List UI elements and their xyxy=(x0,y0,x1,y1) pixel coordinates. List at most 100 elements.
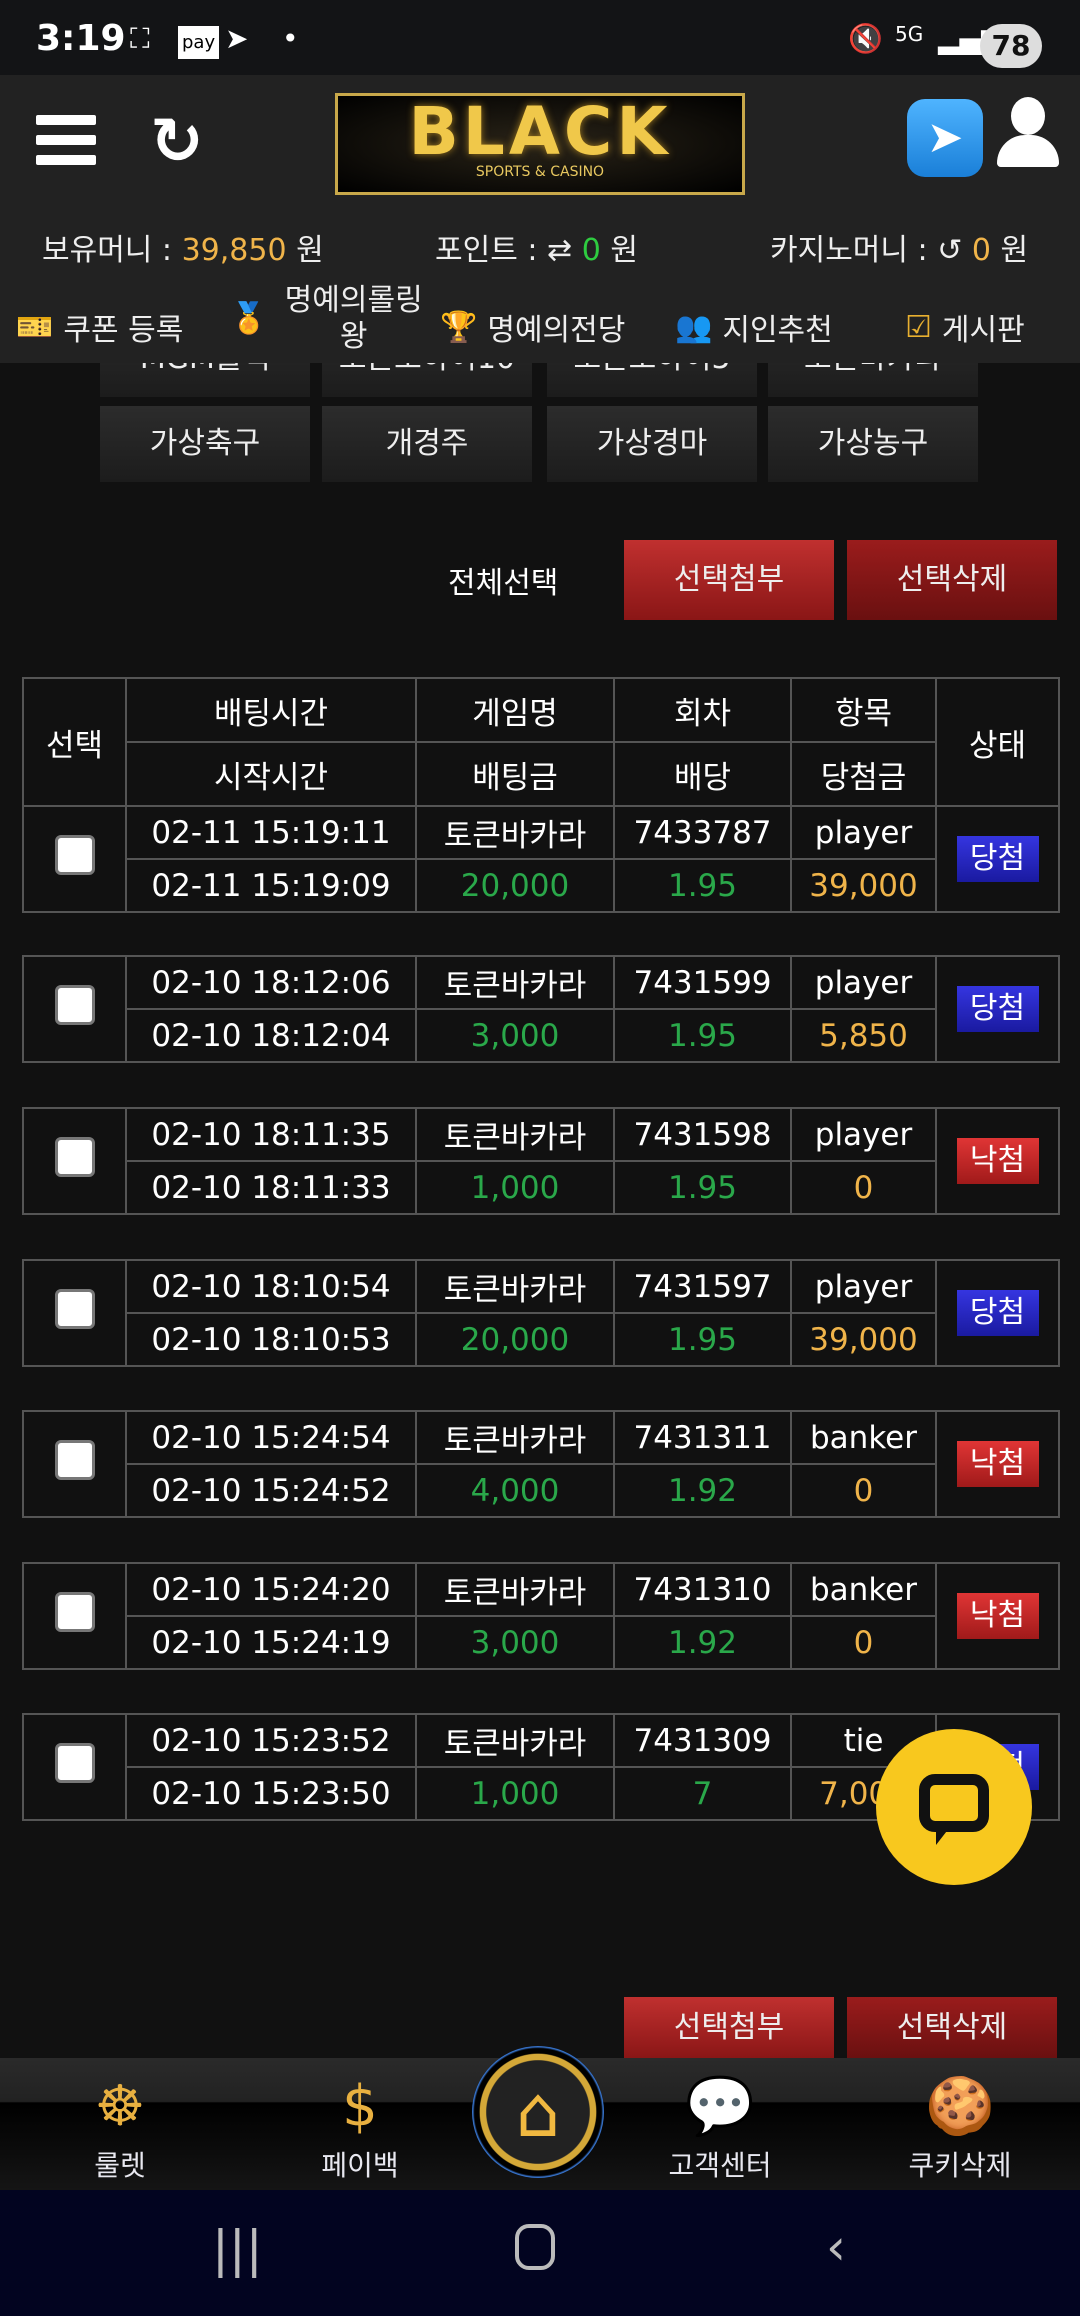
header-bet-time: 배팅시간 xyxy=(125,677,417,743)
menu-board[interactable]: ☑ 게시판 xyxy=(905,309,1025,349)
bet-item: player xyxy=(790,955,937,1010)
game-name: 토큰바카라 xyxy=(415,1713,615,1768)
game-button[interactable]: 토큰로하이5 xyxy=(547,363,757,397)
win-amount: 5,850 xyxy=(790,1008,937,1063)
odds: 7 xyxy=(613,1766,792,1821)
attach-selected-button[interactable]: 선택첨부 xyxy=(624,540,834,620)
bet-amount: 3,000 xyxy=(415,1008,615,1063)
status-cell: 낙첨 xyxy=(935,1562,1060,1670)
win-amount: 39,000 xyxy=(790,1312,937,1367)
telegram-button[interactable]: ➤ xyxy=(907,99,983,177)
nav-cookie-delete[interactable]: 🍪 쿠키삭제 xyxy=(880,2070,1040,2184)
row-checkbox[interactable] xyxy=(54,1743,95,1783)
bet-item: player xyxy=(790,1259,937,1314)
row-checkbox[interactable] xyxy=(54,985,95,1025)
round: 7431598 xyxy=(613,1107,792,1162)
bet-amount: 20,000 xyxy=(415,1312,615,1367)
bet-item: player xyxy=(790,1107,937,1162)
game-button-virtual-soccer[interactable]: 가상축구 xyxy=(100,406,310,482)
menu-referral[interactable]: 👥 지인추천 xyxy=(675,309,833,349)
bet-time: 02-10 15:24:20 xyxy=(125,1562,417,1617)
exchange-icon[interactable]: ⇄ xyxy=(547,233,573,268)
home-system-icon[interactable] xyxy=(515,2224,555,2270)
bet-row: 02-10 18:11:35 토큰바카라 7431598 player 낙첨 02-10 … xyxy=(22,1107,1060,1215)
5g-icon: 5G xyxy=(895,22,924,46)
bet-item: banker xyxy=(790,1410,937,1465)
table-header: 선택 배팅시간 게임명 회차 항목 상태 시작시간 배팅금 배당 당첨금 xyxy=(22,677,1060,807)
chat-button[interactable] xyxy=(876,1729,1032,1885)
round: 7433787 xyxy=(613,805,792,860)
bet-amount: 3,000 xyxy=(415,1615,615,1670)
menu-hall-of-fame[interactable]: 🏆 명예의전당 xyxy=(440,309,626,349)
row-select-cell xyxy=(22,955,127,1063)
header-item: 항목 xyxy=(790,677,937,743)
game-button[interactable]: 토큰바카라 xyxy=(768,363,978,397)
status-cell: 당첨 xyxy=(935,805,1060,913)
select-all-button[interactable]: 전체선택 xyxy=(448,566,559,601)
bet-row: 02-10 15:24:54 토큰바카라 7431311 banker 낙첨 02-10 … xyxy=(22,1410,1060,1518)
start-time: 02-11 15:19:09 xyxy=(125,858,417,913)
bet-time: 02-10 18:11:35 xyxy=(125,1107,417,1162)
game-button[interactable]: MGM블랙 xyxy=(100,363,310,397)
logo[interactable]: BLACK SPORTS & CASINO xyxy=(335,93,745,195)
telegram-icon: ➤ xyxy=(225,22,249,55)
bet-item: player xyxy=(790,805,937,860)
menu-coupon[interactable]: 🎫 쿠폰 등록 xyxy=(16,309,184,349)
game-button-virtual-basketball[interactable]: 가상농구 xyxy=(768,406,978,482)
nav-payback[interactable]: $ 페이백 xyxy=(280,2070,440,2184)
game-name: 토큰바카라 xyxy=(415,1259,615,1314)
menu-rolling-king[interactable]: 🏅 명예의롤링왕 xyxy=(230,283,423,354)
status-badge: 당첨 xyxy=(956,836,1039,882)
odds: 1.92 xyxy=(613,1463,792,1518)
reload-icon[interactable]: ↺ xyxy=(937,233,963,268)
refresh-icon[interactable]: ↻ xyxy=(150,105,204,179)
row-select-cell xyxy=(22,1107,127,1215)
back-icon[interactable]: ‹ xyxy=(826,2218,846,2276)
attach-selected-button-bottom[interactable]: 선택첨부 xyxy=(624,1997,834,2058)
status-badge: 당첨 xyxy=(956,1290,1039,1336)
nav-support[interactable]: 💬 고객센터 xyxy=(640,2070,800,2184)
odds: 1.95 xyxy=(613,858,792,913)
row-checkbox[interactable] xyxy=(54,835,95,875)
header-status: 상태 xyxy=(935,677,1060,807)
bet-row: 02-11 15:19:11 토큰바카라 7433787 player 당첨 02-11 … xyxy=(22,805,1060,913)
game-button[interactable]: 토큰로하이10 xyxy=(322,363,532,397)
status-badge: 낙첨 xyxy=(956,1138,1039,1184)
header-game: 게임명 xyxy=(415,677,615,743)
row-checkbox[interactable] xyxy=(54,1289,95,1329)
game-name: 토큰바카라 xyxy=(415,805,615,860)
start-time: 02-10 18:10:53 xyxy=(125,1312,417,1367)
nav-roulette[interactable]: ☸ 룰렛 xyxy=(40,2070,200,2184)
game-name: 토큰바카라 xyxy=(415,955,615,1010)
system-nav-bar: ||| ‹ xyxy=(0,2190,1080,2316)
start-time: 02-10 15:24:52 xyxy=(125,1463,417,1518)
delete-selected-button[interactable]: 선택삭제 xyxy=(847,540,1057,620)
status-bar: 3:19 ⛶ pay ➤ • 🔇 5G ▂▄▆ 78 xyxy=(0,0,1080,75)
win-amount: 39,000 xyxy=(790,858,937,913)
game-row-partial: MGM블랙 토큰로하이10 토큰로하이5 토큰바카라 xyxy=(0,363,1080,397)
start-time: 02-10 15:23:50 xyxy=(125,1766,417,1821)
status-badge: 낙첨 xyxy=(956,1441,1039,1487)
round: 7431309 xyxy=(613,1713,792,1768)
start-time: 02-10 18:11:33 xyxy=(125,1160,417,1215)
user-icon[interactable] xyxy=(995,97,1061,167)
bet-amount: 1,000 xyxy=(415,1160,615,1215)
row-select-cell xyxy=(22,805,127,913)
row-checkbox[interactable] xyxy=(54,1592,95,1632)
roulette-icon: ☸ xyxy=(94,2074,146,2139)
delete-selected-button-bottom[interactable]: 선택삭제 xyxy=(847,1997,1057,2058)
bet-time: 02-10 15:23:52 xyxy=(125,1713,417,1768)
recent-apps-icon[interactable]: ||| xyxy=(212,2220,263,2278)
header-select: 선택 xyxy=(22,677,127,807)
row-checkbox[interactable] xyxy=(54,1137,95,1177)
hamburger-menu-icon[interactable] xyxy=(36,115,96,165)
game-button-virtual-horse[interactable]: 가상경마 xyxy=(547,406,757,482)
row-select-cell xyxy=(22,1259,127,1367)
game-button-dog-racing[interactable]: 개경주 xyxy=(322,406,532,482)
status-cell: 낙첨 xyxy=(935,1410,1060,1518)
row-checkbox[interactable] xyxy=(54,1440,95,1480)
home-button[interactable]: ⌂ xyxy=(472,2046,604,2178)
game-name: 토큰바카라 xyxy=(415,1562,615,1617)
trophy-icon: 🏆 xyxy=(440,309,478,345)
round: 7431311 xyxy=(613,1410,792,1465)
